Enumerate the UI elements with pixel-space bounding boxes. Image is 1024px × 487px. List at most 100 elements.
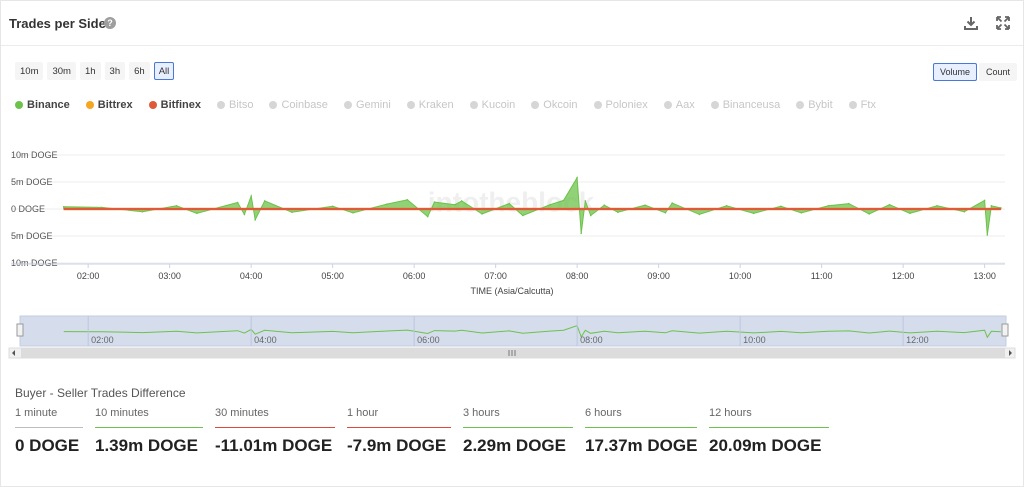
count-button[interactable]: Count: [978, 63, 1017, 81]
range-button-1h[interactable]: 1h: [79, 62, 101, 80]
x-tick-label: 05:00: [321, 271, 344, 281]
legend-label: Ftx: [860, 99, 876, 111]
x-tick-label: 09:00: [647, 271, 670, 281]
scroll-right-icon[interactable]: [1009, 350, 1012, 356]
legend-item-binanceusa[interactable]: Binanceusa: [710, 99, 780, 111]
scrollbar-thumb[interactable]: [21, 348, 1005, 358]
data-point-binance: [426, 215, 429, 218]
legend-dot-icon: [15, 101, 23, 109]
legend-label: Kraken: [418, 99, 454, 111]
data-point-binance: [331, 205, 334, 208]
data-point-binance: [236, 201, 239, 204]
legend-item-ftx[interactable]: Ftx: [848, 99, 876, 111]
legend-item-gemini[interactable]: Gemini: [343, 99, 391, 111]
help-icon[interactable]: ?: [104, 17, 116, 29]
data-point-binance: [100, 206, 103, 209]
navigator-tick-label: 06:00: [417, 335, 440, 345]
legend-item-bitso[interactable]: Bitso: [216, 99, 253, 111]
stat-3-hours: 3 hours 2.29m DOGE: [463, 407, 573, 456]
x-tick-label: 13:00: [973, 271, 996, 281]
data-point-binance: [254, 219, 256, 221]
data-point-binance: [549, 203, 551, 206]
y-tick-label: 5m DOGE: [11, 231, 53, 241]
legend-item-okcoin[interactable]: Okcoin: [531, 99, 578, 111]
navigator-tick-label: 08:00: [580, 335, 603, 345]
data-point-binance: [196, 212, 198, 215]
stat-value: 17.37m DOGE: [585, 436, 698, 455]
legend-item-kraken[interactable]: Kraken: [406, 99, 454, 111]
legend-dot-icon: [848, 101, 857, 109]
stat-1-hour: 1 hour -7.9m DOGE: [347, 407, 451, 456]
data-point-binance: [584, 200, 587, 202]
legend-item-poloniex[interactable]: Poloniex: [593, 99, 648, 111]
data-point-binance: [644, 204, 646, 206]
stat-10-minutes: 10 minutes 1.39m DOGE: [95, 407, 203, 456]
y-tick-label: 10m DOGE: [11, 258, 58, 268]
legend-item-bybit[interactable]: Bybit: [796, 99, 833, 111]
navigator-tick-label: 12:00: [906, 335, 929, 345]
legend-dot-icon: [531, 101, 540, 109]
legend-label: Binance: [27, 99, 70, 111]
stat-value: 1.39m DOGE: [95, 436, 198, 455]
stat-divider: [15, 427, 83, 428]
navigator-selection[interactable]: [19, 315, 1007, 347]
data-point-binance: [986, 234, 989, 236]
navigator-tick-label: 02:00: [91, 335, 114, 345]
navigator-handle-right[interactable]: [1001, 323, 1009, 337]
x-tick-label: 03:00: [158, 271, 181, 281]
legend-item-aax[interactable]: Aax: [663, 99, 695, 111]
y-tick-label: 10m DOGE: [11, 150, 58, 160]
data-point-binance: [990, 205, 993, 207]
expand-icon[interactable]: [995, 15, 1011, 31]
range-button-10m[interactable]: 10m: [15, 62, 44, 80]
data-point-binance: [508, 202, 511, 205]
data-point-binance: [481, 213, 483, 215]
legend-item-kucoin[interactable]: Kucoin: [469, 99, 515, 111]
legend-label: Bittrex: [97, 99, 133, 111]
stat-label: 1 hour: [347, 407, 379, 419]
range-button-3h[interactable]: 3h: [104, 62, 126, 80]
data-point-binance: [263, 200, 266, 202]
legend-item-bittrex[interactable]: Bittrex: [85, 99, 133, 111]
x-tick-label: 07:00: [484, 271, 507, 281]
stat-6-hours: 6 hours 17.37m DOGE: [585, 407, 697, 456]
data-point-binance: [562, 199, 565, 202]
stat-divider: [347, 427, 451, 428]
legend-dot-icon: [216, 101, 225, 109]
legend-item-bitfinex[interactable]: Bitfinex: [148, 99, 201, 111]
volume-button[interactable]: Volume: [932, 63, 977, 81]
x-tick-label: 10:00: [729, 271, 752, 281]
navigator-handle-left[interactable]: [16, 323, 24, 337]
stat-label: 12 hours: [709, 407, 752, 419]
legend-dot-icon: [663, 101, 672, 109]
stat-divider: [95, 427, 203, 428]
range-button-30m[interactable]: 30m: [47, 62, 76, 80]
x-tick-label: 08:00: [566, 271, 589, 281]
legend-item-binance[interactable]: Binance: [15, 99, 70, 111]
data-point-binance: [454, 203, 456, 206]
data-point-binance: [62, 206, 65, 208]
stat-30-minutes: 30 minutes -11.01m DOGE: [215, 407, 335, 456]
data-point-binance: [780, 205, 782, 208]
time-range-selector: 10m 30m 1h 3h 6h All: [15, 62, 175, 80]
legend-item-coinbase[interactable]: Coinbase: [269, 99, 328, 111]
data-point-binance: [141, 210, 144, 213]
data-point-binance: [522, 214, 524, 217]
download-icon[interactable]: [963, 15, 979, 31]
legend-dot-icon: [343, 101, 352, 109]
x-tick-label: 02:00: [77, 271, 100, 281]
legend-label: Aax: [675, 99, 695, 111]
card-header: Trades per Side ?: [1, 1, 1023, 46]
data-point-binance: [175, 205, 178, 207]
navigator-tick-label: 04:00: [254, 335, 277, 345]
y-tick-label: 5m DOGE: [11, 177, 53, 187]
scroll-left-icon[interactable]: [12, 350, 15, 356]
legend-dot-icon: [148, 101, 157, 109]
data-point-binance: [888, 203, 891, 206]
stat-divider: [463, 427, 573, 428]
legend-label: Poloniex: [605, 99, 648, 111]
x-tick-label: 11:00: [811, 271, 833, 281]
range-button-6h[interactable]: 6h: [129, 62, 150, 80]
range-button-All[interactable]: All: [153, 62, 175, 80]
